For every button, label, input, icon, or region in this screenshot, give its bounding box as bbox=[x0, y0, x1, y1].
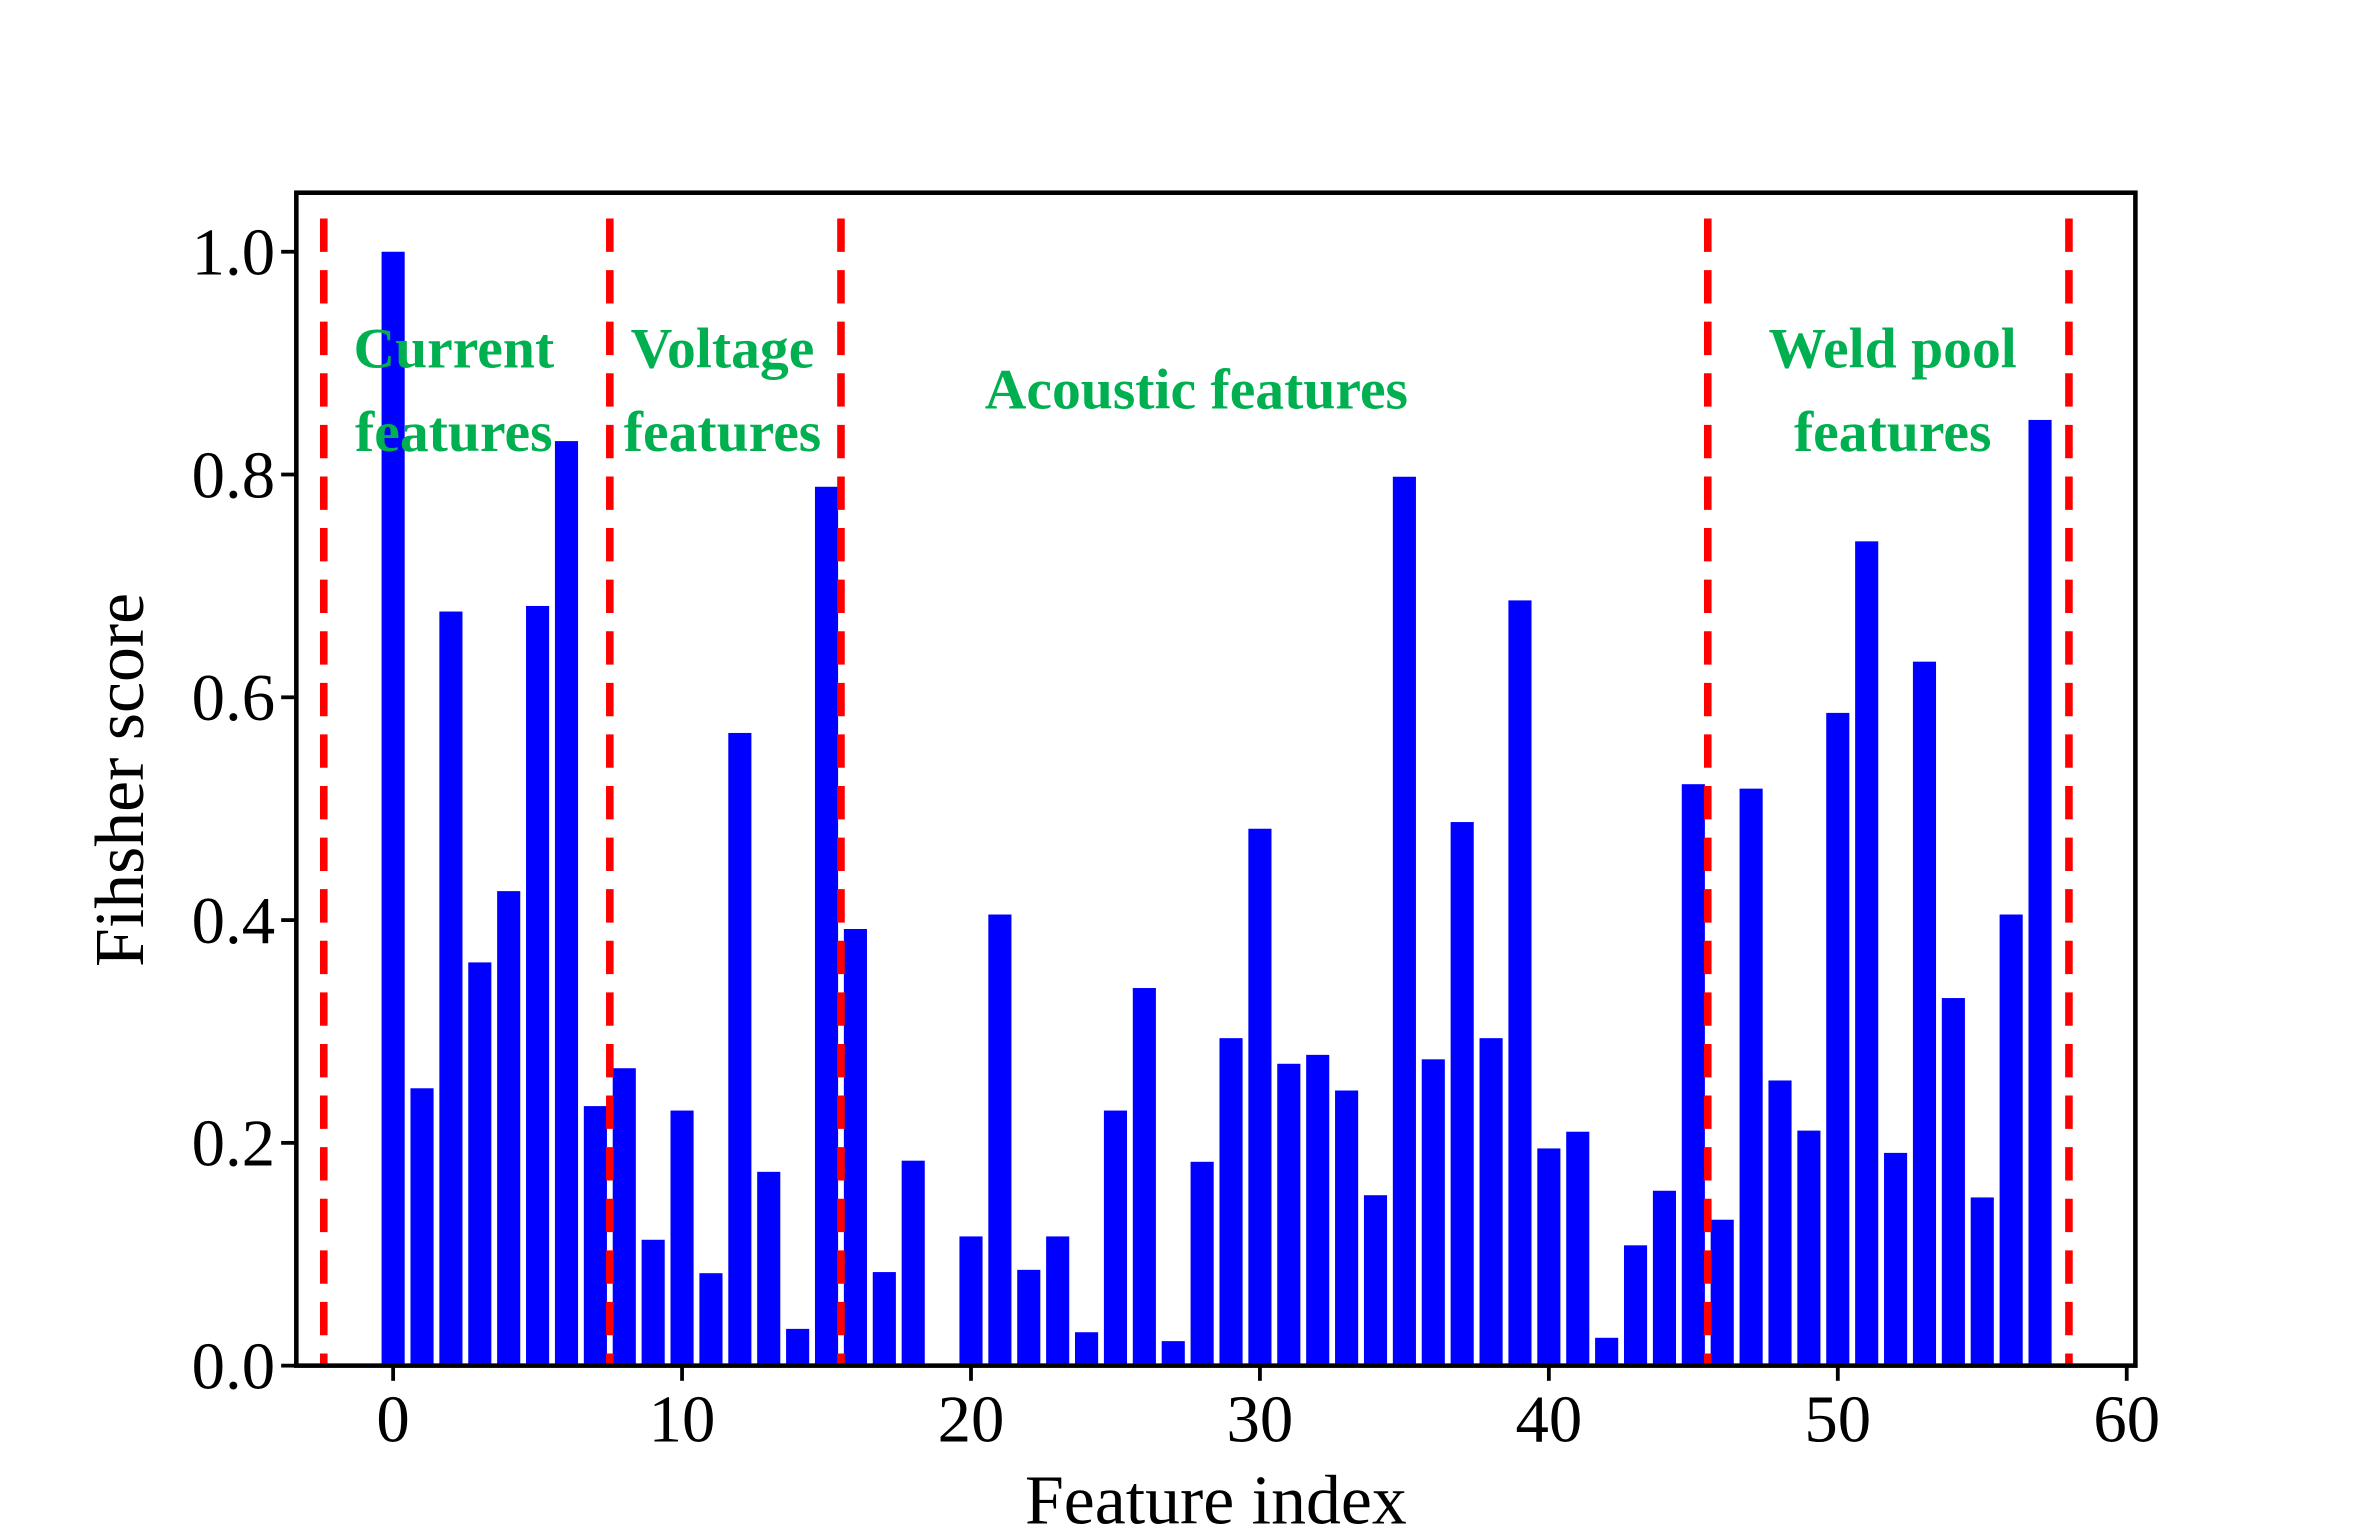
bar-17 bbox=[872, 1272, 896, 1366]
bar-15 bbox=[814, 486, 839, 1366]
x-tick-label: 60 bbox=[2093, 1384, 2160, 1457]
bar-3 bbox=[468, 962, 492, 1366]
bar-23 bbox=[1046, 1236, 1070, 1366]
x-axis-label: Feature index bbox=[1025, 1462, 1407, 1528]
bar-51 bbox=[1855, 541, 1879, 1366]
group-dividers bbox=[319, 218, 2073, 1366]
bar-5 bbox=[526, 605, 550, 1366]
x-tick-label: 0 bbox=[376, 1384, 409, 1457]
bar-12 bbox=[728, 732, 752, 1366]
bar-30 bbox=[1248, 828, 1272, 1366]
annotation-1-line-0: Voltage bbox=[631, 317, 815, 380]
bar-43 bbox=[1623, 1245, 1648, 1366]
bar-25 bbox=[1103, 1110, 1128, 1366]
bar-27 bbox=[1161, 1341, 1185, 1366]
bar-39 bbox=[1508, 600, 1532, 1366]
bar-37 bbox=[1450, 822, 1474, 1366]
bar-55 bbox=[1970, 1197, 1994, 1366]
bar-2 bbox=[439, 611, 463, 1366]
bar-1 bbox=[410, 1088, 434, 1366]
annotation-3-line-0: Weld pool bbox=[1769, 317, 2017, 380]
y-tick-label: 0.2 bbox=[192, 1108, 275, 1181]
bar-16 bbox=[843, 928, 867, 1366]
bar-48 bbox=[1768, 1080, 1792, 1366]
bar-44 bbox=[1652, 1190, 1676, 1366]
plot-frame bbox=[294, 190, 2138, 1368]
bar-26 bbox=[1132, 988, 1156, 1366]
bar-50 bbox=[1826, 712, 1850, 1366]
y-tick-label: 0.4 bbox=[192, 885, 275, 958]
bar-21 bbox=[988, 914, 1012, 1366]
bar-11 bbox=[699, 1273, 723, 1366]
bar-54 bbox=[1941, 998, 1965, 1366]
x-tick-label: 40 bbox=[1515, 1384, 1582, 1457]
bar-9 bbox=[641, 1239, 665, 1366]
bar-57 bbox=[2028, 419, 2052, 1366]
annotation-1-line-1: features bbox=[624, 401, 821, 464]
bar-52 bbox=[1884, 1152, 1908, 1366]
bar-24 bbox=[1075, 1332, 1099, 1366]
bar-40 bbox=[1537, 1148, 1561, 1366]
bar-8 bbox=[612, 1068, 636, 1366]
x-tick-label: 50 bbox=[1804, 1384, 1871, 1457]
y-tick-label: 1.0 bbox=[192, 217, 275, 290]
bar-28 bbox=[1190, 1161, 1214, 1366]
bar-34 bbox=[1363, 1195, 1388, 1366]
bar-53 bbox=[1912, 661, 1937, 1366]
bar-29 bbox=[1219, 1038, 1243, 1366]
bar-4 bbox=[497, 891, 521, 1366]
bar-10 bbox=[670, 1110, 694, 1366]
annotation-0-line-1: features bbox=[355, 401, 552, 464]
bar-7 bbox=[583, 1106, 607, 1366]
annotation-0-line-0: Current bbox=[353, 317, 554, 380]
bars bbox=[381, 251, 2052, 1366]
bar-45 bbox=[1681, 784, 1705, 1366]
bar-22 bbox=[1017, 1269, 1041, 1366]
annotations: Current features Voltage features Acoustic f… bbox=[353, 317, 2016, 464]
x-tick-label: 10 bbox=[649, 1384, 716, 1457]
x-tick-label: 20 bbox=[938, 1384, 1005, 1457]
bar-13 bbox=[757, 1171, 781, 1366]
bar-42 bbox=[1595, 1337, 1619, 1366]
y-axis-ticks: 0.0 0.2 0.4 0.6 0.8 1.0 bbox=[192, 217, 297, 1403]
bar-0 bbox=[381, 251, 405, 1366]
bar-31 bbox=[1277, 1063, 1301, 1366]
x-tick-label: 30 bbox=[1227, 1384, 1294, 1457]
y-tick-label: 0.0 bbox=[192, 1330, 275, 1403]
bar-36 bbox=[1421, 1059, 1445, 1366]
bar-47 bbox=[1739, 788, 1763, 1366]
bar-41 bbox=[1566, 1131, 1590, 1366]
bar-6 bbox=[554, 441, 579, 1366]
bar-38 bbox=[1479, 1038, 1503, 1366]
bar-46 bbox=[1710, 1219, 1734, 1366]
y-tick-label: 0.6 bbox=[192, 662, 275, 735]
bar-33 bbox=[1335, 1090, 1359, 1366]
bar-14 bbox=[786, 1328, 810, 1366]
y-axis-label: Fihsher score bbox=[82, 593, 159, 967]
bar-49 bbox=[1797, 1130, 1821, 1366]
bar-20 bbox=[959, 1236, 983, 1366]
y-tick-label: 0.8 bbox=[192, 439, 275, 512]
x-axis-ticks: 0 10 20 30 40 50 60 bbox=[376, 1365, 2160, 1457]
annotation-2-line-0: Acoustic features bbox=[985, 358, 1408, 421]
bar-56 bbox=[1999, 914, 2023, 1366]
bar-18 bbox=[901, 1160, 925, 1366]
annotation-3-line-1: features bbox=[1794, 401, 1991, 464]
bar-32 bbox=[1306, 1054, 1330, 1366]
bar-35 bbox=[1392, 476, 1416, 1366]
